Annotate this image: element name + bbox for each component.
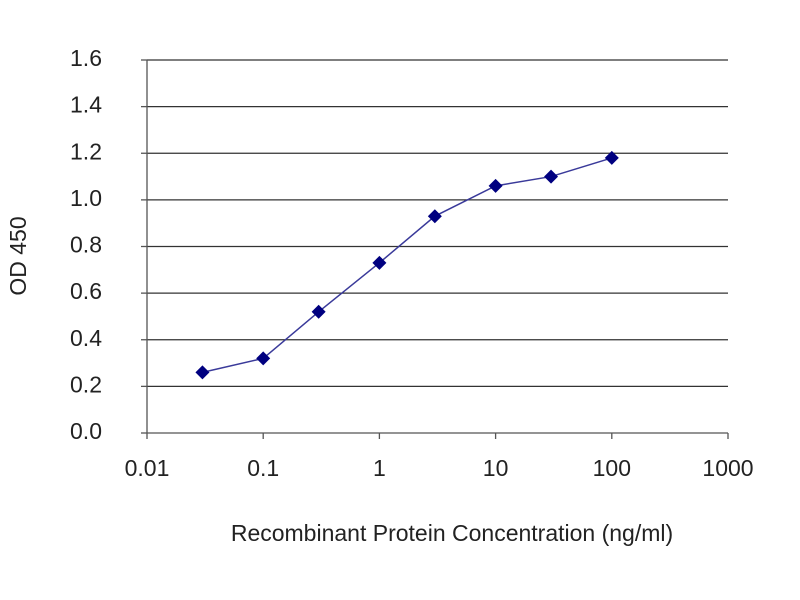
x-tick-label: 10 <box>483 455 509 481</box>
x-tick-label: 0.1 <box>247 455 279 481</box>
y-tick-label: 0.2 <box>70 371 102 397</box>
x-tick-label: 1000 <box>702 455 753 481</box>
x-tick-label: 100 <box>593 455 631 481</box>
y-axis-label: OD 450 <box>5 216 31 295</box>
data-line <box>202 157 613 374</box>
data-point <box>604 150 619 165</box>
y-tick-label: 1.4 <box>70 92 102 118</box>
y-tick-label: 1.0 <box>70 185 102 211</box>
data-point <box>256 351 271 366</box>
data-point <box>372 255 387 270</box>
data-point <box>544 169 559 184</box>
x-tick-label: 0.01 <box>125 455 170 481</box>
x-axis-label: Recombinant Protein Concentration (ng/ml… <box>231 520 673 546</box>
data-point <box>195 365 210 380</box>
y-tick-label: 1.2 <box>70 138 102 164</box>
data-point <box>488 178 503 193</box>
y-tick-label: 1.6 <box>70 45 102 71</box>
y-tick-label: 0.4 <box>70 325 102 351</box>
data-point <box>311 304 326 319</box>
y-tick-label: 0.0 <box>70 418 102 444</box>
y-tick-label: 0.6 <box>70 278 102 304</box>
y-tick-label: 0.8 <box>70 232 102 258</box>
x-tick-label: 1 <box>373 455 386 481</box>
data-point <box>427 209 442 224</box>
